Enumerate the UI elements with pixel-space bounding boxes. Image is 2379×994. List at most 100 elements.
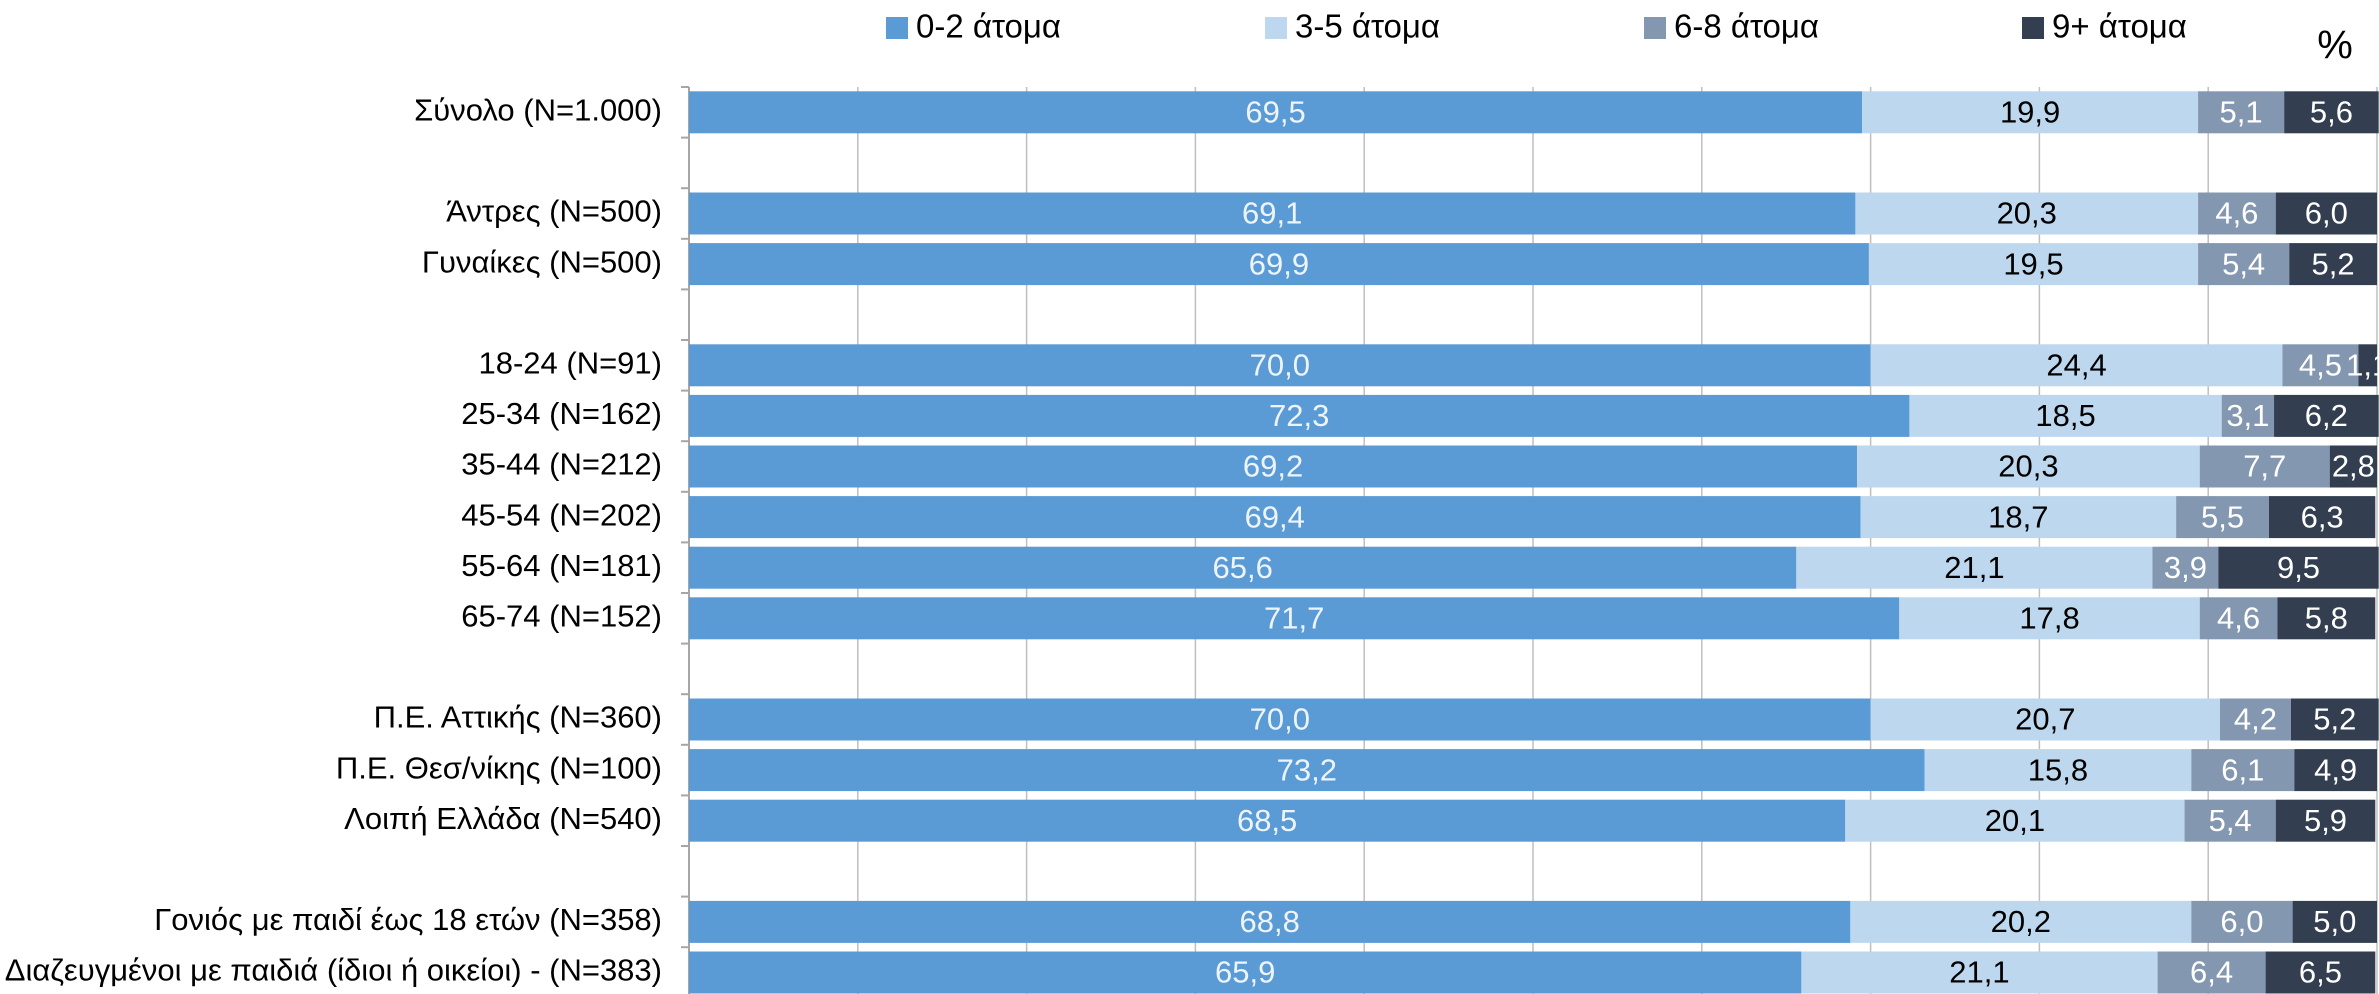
bar-segment (689, 344, 1871, 387)
bar-segment (689, 749, 1925, 792)
legend-label: 9+ άτομα (2052, 8, 2187, 45)
bar-segment (689, 951, 1802, 994)
data-label: 5,6 (2310, 94, 2353, 129)
data-label: 20,3 (1997, 196, 2057, 231)
data-label: 65,9 (1215, 955, 1275, 990)
data-label: 6,0 (2220, 904, 2263, 939)
y-tick-label: Διαζευγμένοι με παιδιά (ίδιοι ή οικείοι)… (5, 953, 662, 988)
data-label: 5,0 (2313, 904, 2356, 939)
data-label: 69,1 (1242, 196, 1302, 231)
bar-segment (2191, 900, 2293, 943)
legend-swatch (2022, 17, 2044, 39)
bar-segment (2198, 243, 2290, 286)
data-label: 69,5 (1245, 94, 1305, 129)
bar-segment (689, 698, 1871, 741)
data-label: 71,7 (1264, 600, 1324, 635)
bar-segment (689, 394, 1910, 437)
data-label: 15,8 (2028, 752, 2088, 787)
data-label: 68,8 (1240, 904, 1300, 939)
data-label: 6,1 (2221, 752, 2264, 787)
bar-segment (689, 91, 1863, 134)
legend-swatch (886, 17, 908, 39)
y-tick-label: Άντρες (N=500) (446, 194, 662, 229)
legend-label: 0-2 άτομα (916, 8, 1061, 45)
bar-segment (1924, 749, 2192, 792)
bar-segment (689, 597, 1900, 640)
legend-swatch (1265, 17, 1287, 39)
y-tick-label: 45-54 (N=202) (461, 497, 662, 532)
bar-segment (689, 799, 1846, 842)
bar-segment (689, 496, 1861, 539)
data-label: 21,1 (1944, 550, 2004, 585)
bar-segment (1860, 496, 2177, 539)
bar-segment (2358, 344, 2377, 387)
data-label: 6,0 (2305, 196, 2348, 231)
bar-segment (2275, 799, 2376, 842)
data-label: 69,9 (1249, 246, 1309, 281)
bar-segment (2268, 496, 2376, 539)
data-label: 4,5 (2299, 347, 2342, 382)
data-label: 5,2 (2313, 702, 2356, 737)
data-label: 21,1 (1949, 955, 2009, 990)
data-label: 6,5 (2299, 955, 2342, 990)
data-label: 5,5 (2201, 499, 2244, 534)
bar-segment (689, 546, 1797, 589)
data-label: 4,2 (2234, 702, 2277, 737)
bar-segment (1850, 900, 2192, 943)
data-label: 70,0 (1250, 347, 1310, 382)
bar-segment (2198, 91, 2285, 134)
y-tick-label: 18-24 (N=91) (478, 345, 662, 380)
data-label: 3,1 (2226, 398, 2269, 433)
y-tick-label: 25-34 (N=162) (461, 396, 662, 431)
bar-segment (1909, 394, 2222, 437)
y-tick-label: Π.Ε. Θεσ/νίκης (N=100) (336, 750, 662, 785)
bar-segment (1801, 951, 2158, 994)
legend-label: 6-8 άτομα (1674, 8, 1819, 45)
data-label: 5,1 (2220, 94, 2263, 129)
bar-segment (2198, 192, 2276, 235)
bar-segment (1868, 243, 2199, 286)
data-label: 6,2 (2305, 398, 2348, 433)
bar-segment (1870, 344, 2283, 387)
y-tick-label: Γυναίκες (N=500) (422, 244, 662, 279)
bar-segment (2199, 445, 2330, 488)
data-label: 4,9 (2314, 752, 2357, 787)
data-label: 1,1 (2346, 347, 2379, 382)
data-label: 20,1 (1985, 803, 2045, 838)
data-label: 72,3 (1269, 398, 1329, 433)
data-label: 19,5 (2003, 246, 2063, 281)
data-label: 20,7 (2015, 702, 2075, 737)
bar-segment (2277, 597, 2376, 640)
bar-segment (2218, 546, 2379, 589)
bar-segment (1855, 192, 2199, 235)
data-label: 2,8 (2332, 449, 2375, 484)
data-label: 68,5 (1237, 803, 1297, 838)
bar-segment (2290, 698, 2379, 741)
bar-segment (689, 192, 1856, 235)
data-label: 5,2 (2312, 246, 2355, 281)
data-label: 69,2 (1243, 449, 1303, 484)
bar-segment (2157, 951, 2266, 994)
bar-segment (2265, 951, 2376, 994)
bar-segment (2184, 799, 2276, 842)
bar-segment (1899, 597, 2200, 640)
bar-segment (2292, 900, 2377, 943)
bar-segment (2275, 192, 2377, 235)
bar-segment (2289, 243, 2377, 286)
data-label: 18,7 (1988, 499, 2048, 534)
bar-segment (2152, 546, 2219, 589)
data-label: 20,3 (1998, 449, 2058, 484)
bar-segment (1870, 698, 2221, 741)
data-label: 69,4 (1245, 499, 1305, 534)
data-label: 4,6 (2217, 600, 2260, 635)
bar-segment (689, 445, 1858, 488)
y-tick-label: 65-74 (N=152) (461, 598, 662, 633)
y-tick-label: Π.Ε. Αττικής (N=360) (374, 700, 662, 735)
y-tick-label: 35-44 (N=212) (461, 447, 662, 482)
data-label: 5,8 (2305, 600, 2348, 635)
y-tick-label: 55-64 (N=181) (461, 548, 662, 583)
bar-segment (2329, 445, 2377, 488)
data-label: 24,4 (2046, 347, 2106, 382)
axis-label: % (2317, 24, 2353, 68)
